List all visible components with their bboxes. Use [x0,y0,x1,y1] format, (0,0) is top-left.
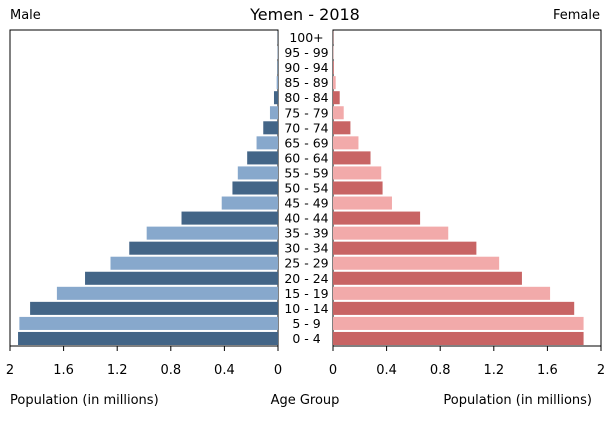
male-bar-10-14 [30,301,278,315]
female-bar-40-44 [333,211,421,225]
male-x-tick-label: 0 [274,363,282,378]
male-bar-25-29 [110,256,278,270]
male-x-tick-label: 2 [6,363,14,378]
male-bar-70-74 [263,121,278,135]
male-bar-40-44 [181,211,278,225]
female-bar-55-59 [333,166,382,180]
age-group-label: 0 - 4 [292,331,320,346]
age-group-label: 40 - 44 [284,211,328,226]
male-x-tick-label: 0.8 [160,363,181,378]
age-group-label: 60 - 64 [284,150,328,165]
female-bar-75-79 [333,106,344,120]
age-group-label: 70 - 74 [284,120,328,135]
age-group-label: 15 - 19 [284,286,328,301]
male-bar-15-19 [56,286,279,300]
female-bar-85-89 [333,76,336,90]
female-bar-60-64 [333,151,371,165]
age-group-label: 65 - 69 [284,135,328,150]
age-group-label: 30 - 34 [284,241,328,256]
male-bar-90-94 [277,61,278,75]
female-bar-25-29 [333,256,500,270]
male-bar-65-69 [256,136,278,150]
age-group-label: 80 - 84 [284,90,328,105]
age-group-label: 35 - 39 [284,226,328,241]
age-group-label: 25 - 29 [284,256,328,271]
age-group-label: 85 - 89 [284,75,328,90]
female-bar-80-84 [333,91,340,105]
x-axis-label-center: Age Group [270,393,340,408]
age-group-label: 45 - 49 [284,196,328,211]
male-bar-0-4 [18,331,278,345]
female-x-tick-label: 0 [329,363,337,378]
female-x-tick-label: 2 [597,363,605,378]
male-bar-80-84 [273,91,278,105]
female-bar-35-39 [333,226,449,240]
chart-title: Yemen - 2018 [250,5,360,24]
female-bar-10-14 [333,301,575,315]
male-bar-55-59 [237,166,278,180]
female-bar-50-54 [333,181,383,195]
female-bar-45-49 [333,196,392,210]
female-bar-65-69 [333,136,359,150]
female-bar-70-74 [333,121,351,135]
female-x-tick-label: 1.6 [537,363,558,378]
female-bar-30-34 [333,241,477,255]
female-bar-20-24 [333,271,522,285]
female-x-tick-label: 0.8 [430,363,451,378]
male-bar-60-64 [247,151,278,165]
male-bar-20-24 [85,271,278,285]
male-bar-85-89 [276,76,278,90]
male-bar-5-9 [19,316,278,330]
female-bar-15-19 [333,286,551,300]
age-group-label: 100+ [289,30,323,45]
male-bar-45-49 [221,196,278,210]
age-group-label: 10 - 14 [284,301,328,316]
male-bar-30-34 [129,241,278,255]
age-group-label: 75 - 79 [284,105,328,120]
x-axis-label-left: Population (in millions) [10,393,159,408]
male-x-tick-label: 1.2 [107,363,128,378]
age-group-label: 55 - 59 [284,165,328,180]
female-bar-5-9 [333,316,584,330]
female-bar-90-94 [333,61,334,75]
age-group-label: 50 - 54 [284,181,328,196]
male-x-tick-label: 1.6 [53,363,74,378]
age-group-label: 20 - 24 [284,271,328,286]
age-group-label: 90 - 94 [284,60,328,75]
female-bar-0-4 [333,331,584,345]
male-bar-35-39 [146,226,278,240]
male-label: Male [10,8,41,23]
male-bar-50-54 [232,181,278,195]
female-x-tick-label: 0.4 [376,363,397,378]
age-group-label: 5 - 9 [292,316,320,331]
male-x-tick-label: 0.4 [214,363,235,378]
age-group-label: 95 - 99 [284,45,328,60]
x-axis-label-right: Population (in millions) [443,393,592,408]
female-x-tick-label: 1.2 [483,363,504,378]
female-label: Female [552,8,600,23]
male-bar-75-79 [269,106,278,120]
